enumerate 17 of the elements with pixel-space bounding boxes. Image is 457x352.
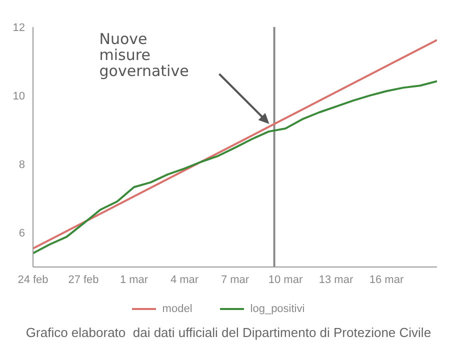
legend-label: log_positivi	[249, 303, 305, 315]
y-tick-label: 6	[18, 228, 25, 240]
x-tick-label: 4 mar	[170, 274, 199, 286]
x-tick-label: 10 mar	[268, 274, 303, 286]
y-tick-label: 10	[12, 90, 25, 102]
annotation: Nuove misure governative	[99, 30, 189, 80]
x-tick-label: 7 mar	[220, 274, 250, 286]
x-tick-label: 16 mar	[369, 274, 404, 286]
legend-label: model	[161, 303, 192, 315]
text: Grafico elaborato dai dati ufficiali del Dipartimento di Protezione Civile	[24, 325, 432, 340]
x-tick-label: 13 mar	[318, 274, 354, 286]
x-tick-label: 24 feb	[18, 274, 48, 286]
y-tick-label: 8	[18, 159, 25, 172]
x-tick-label: 27 feb	[68, 274, 99, 286]
y-tick-label: 12	[12, 22, 25, 34]
line-series	[33, 80, 437, 254]
x-tick-label: 1 mar	[120, 274, 148, 286]
